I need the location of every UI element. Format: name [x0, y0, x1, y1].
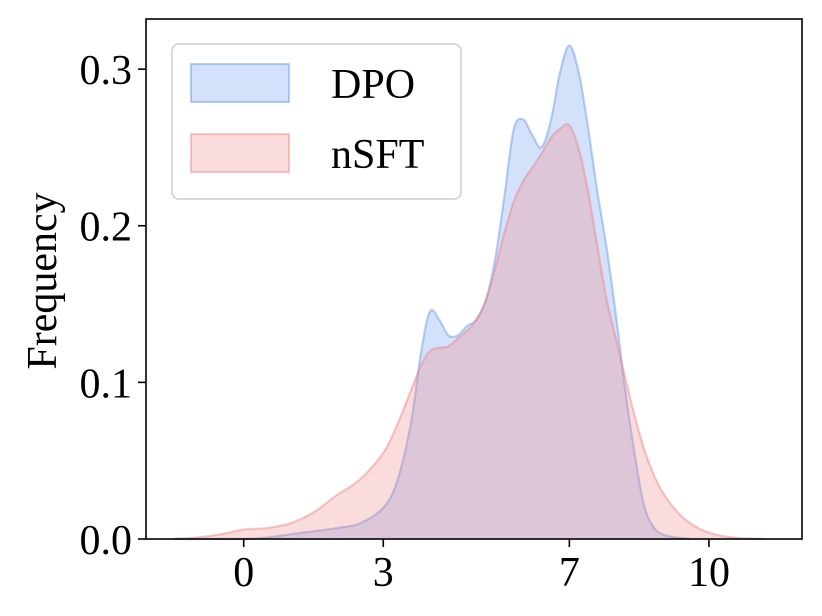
x-tick-label: 0	[233, 550, 254, 596]
legend-label-nsft: nSFT	[331, 132, 424, 178]
series-area-nsft	[173, 124, 765, 540]
axis-layer: 0 3 7 10 0.0 0.1 0.2 0.3	[80, 48, 730, 596]
plot-frame	[145, 18, 803, 540]
series-line-nsft	[173, 123, 765, 541]
legend-label-dpo: DPO	[331, 62, 415, 108]
x-tick-label: 3	[373, 550, 394, 596]
legend: DPO nSFT	[171, 43, 462, 200]
y-axis-title: Frequency	[20, 192, 66, 369]
y-tick-label: 0.0	[80, 518, 133, 564]
series-area-dpo	[173, 45, 691, 539]
legend-box	[171, 43, 462, 200]
y-tick-label: 0.1	[80, 361, 133, 407]
y-tick-label: 0.3	[80, 48, 133, 94]
series-layer	[173, 44, 765, 541]
series-line-dpo	[173, 44, 691, 541]
legend-swatch-dpo	[190, 63, 290, 103]
x-tick-label: 7	[559, 550, 580, 596]
legend-swatch-nsft	[190, 133, 290, 173]
x-tick-label: 10	[688, 550, 730, 596]
y-tick-label: 0.2	[80, 205, 133, 251]
